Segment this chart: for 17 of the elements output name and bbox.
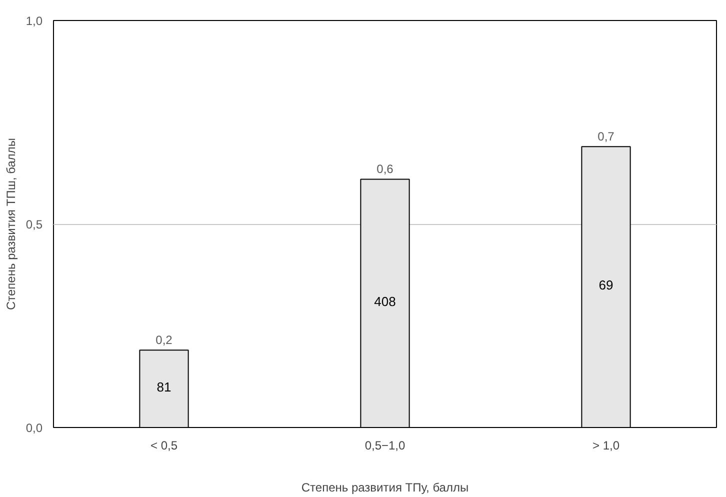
y-axis-title: Степень развития ТПш, баллы: [4, 138, 18, 310]
bar: [581, 146, 631, 428]
annotation: 408: [374, 294, 396, 309]
data-label: 0,6: [376, 162, 394, 176]
y-tick-label: 0,0: [26, 421, 43, 435]
annotation: 69: [598, 278, 614, 293]
y-tick-label: 0,5: [26, 218, 43, 232]
y-tick-label: 1,0: [26, 14, 43, 28]
annotation: 81: [156, 379, 172, 394]
x-tick-label: 0,5−1,0: [364, 438, 406, 452]
data-label: 0,7: [598, 130, 615, 144]
data-label: 0,2: [156, 333, 173, 348]
x-axis-title: Степень развития ТПу, баллы: [301, 480, 469, 494]
x-tick-label: < 0,5: [150, 438, 178, 452]
bar: [360, 178, 410, 428]
x-tick-label: > 1,0: [592, 438, 620, 452]
bar: [139, 350, 189, 428]
